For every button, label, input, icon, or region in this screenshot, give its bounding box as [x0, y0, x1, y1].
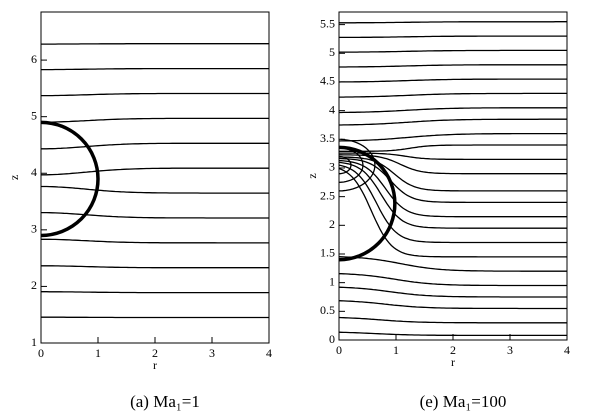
- contour-line: [339, 118, 567, 126]
- x-tick-label: 1: [393, 343, 399, 357]
- y-tick-label: 4: [31, 165, 37, 179]
- y-tick-label: 0: [329, 332, 335, 346]
- contour-line: [41, 117, 269, 123]
- sphere: [40, 120, 100, 238]
- x-tick-label: 2: [450, 343, 456, 357]
- contour-line: [338, 161, 567, 229]
- x-axis-label: r: [451, 355, 455, 369]
- contour-line: [338, 316, 567, 324]
- x-tick-label: 0: [336, 343, 342, 357]
- contour-line: [338, 157, 567, 204]
- x-tick-label: 3: [209, 346, 215, 360]
- plot-frame: [40, 11, 270, 344]
- y-tick-label: 3.5: [320, 131, 335, 145]
- contour-line: [41, 142, 269, 150]
- contour-line: [338, 300, 567, 310]
- y-tick-label: 0.5: [320, 303, 335, 317]
- contour-line: [41, 67, 269, 71]
- caption: (e) Ma₁=100: [420, 392, 507, 411]
- x-tick-label: 1: [95, 346, 101, 360]
- y-tick-label: 4.5: [320, 74, 335, 88]
- y-tick-label: 4: [329, 102, 335, 116]
- contour-line: [338, 159, 567, 218]
- caption: (a) Ma₁=1: [130, 392, 200, 411]
- contour-line: [339, 107, 567, 114]
- y-tick-label: 1: [31, 335, 37, 349]
- contour-line: [338, 49, 567, 53]
- contour-line: [339, 154, 567, 175]
- x-tick-label: 0: [38, 346, 44, 360]
- y-tick-label: 2.5: [320, 188, 335, 202]
- contour-line: [338, 138, 376, 192]
- x-tick-label: 4: [564, 343, 570, 357]
- y-tick-label: 5: [329, 45, 335, 59]
- contour-line: [41, 238, 269, 244]
- contour-line: [338, 164, 567, 244]
- contour-line: [41, 167, 269, 176]
- contour-line: [339, 155, 352, 175]
- x-tick-label: 4: [266, 346, 272, 360]
- contour-line: [338, 256, 567, 272]
- y-tick-label: 1.5: [320, 246, 335, 260]
- contour-line: [339, 273, 567, 287]
- x-axis-label: r: [153, 358, 157, 372]
- contour-line: [41, 265, 269, 269]
- y-tick-label: 3: [329, 160, 335, 174]
- contour-line: [338, 132, 567, 142]
- contour-line: [41, 211, 269, 219]
- contour-line: [41, 185, 269, 194]
- contour-line: [339, 35, 567, 39]
- x-tick-label: 3: [507, 343, 513, 357]
- y-tick-label: 2: [31, 278, 37, 292]
- y-tick-label: 5: [31, 108, 37, 122]
- contour-line: [338, 286, 567, 298]
- contour-line: [339, 144, 567, 152]
- contour-line: [41, 92, 269, 97]
- y-tick-label: 6: [31, 52, 37, 66]
- contour-line: [338, 167, 567, 258]
- y-tick-label: 3: [31, 222, 37, 236]
- contour-line: [339, 92, 567, 98]
- contour-line: [339, 64, 567, 68]
- contour-line: [41, 291, 269, 294]
- sphere: [338, 145, 397, 262]
- y-tick-label: 2: [329, 217, 335, 231]
- contour-line: [339, 152, 567, 161]
- contour-line: [339, 21, 567, 24]
- plot-frame: [338, 11, 568, 341]
- contour-line: [338, 147, 364, 183]
- y-tick-label: 1: [329, 274, 335, 288]
- y-axis-label: z: [7, 175, 21, 180]
- contour-line: [338, 78, 567, 83]
- y-axis-label: z: [305, 173, 319, 178]
- x-tick-label: 2: [152, 346, 158, 360]
- panel: 0 1 2 3 4 0 0.5 1 1.5 2 2.5 3 3.5 4 4.5 5 5.5 r z (e) Ma₁=1…: [305, 11, 570, 411]
- y-tick-label: 5.5: [320, 16, 335, 30]
